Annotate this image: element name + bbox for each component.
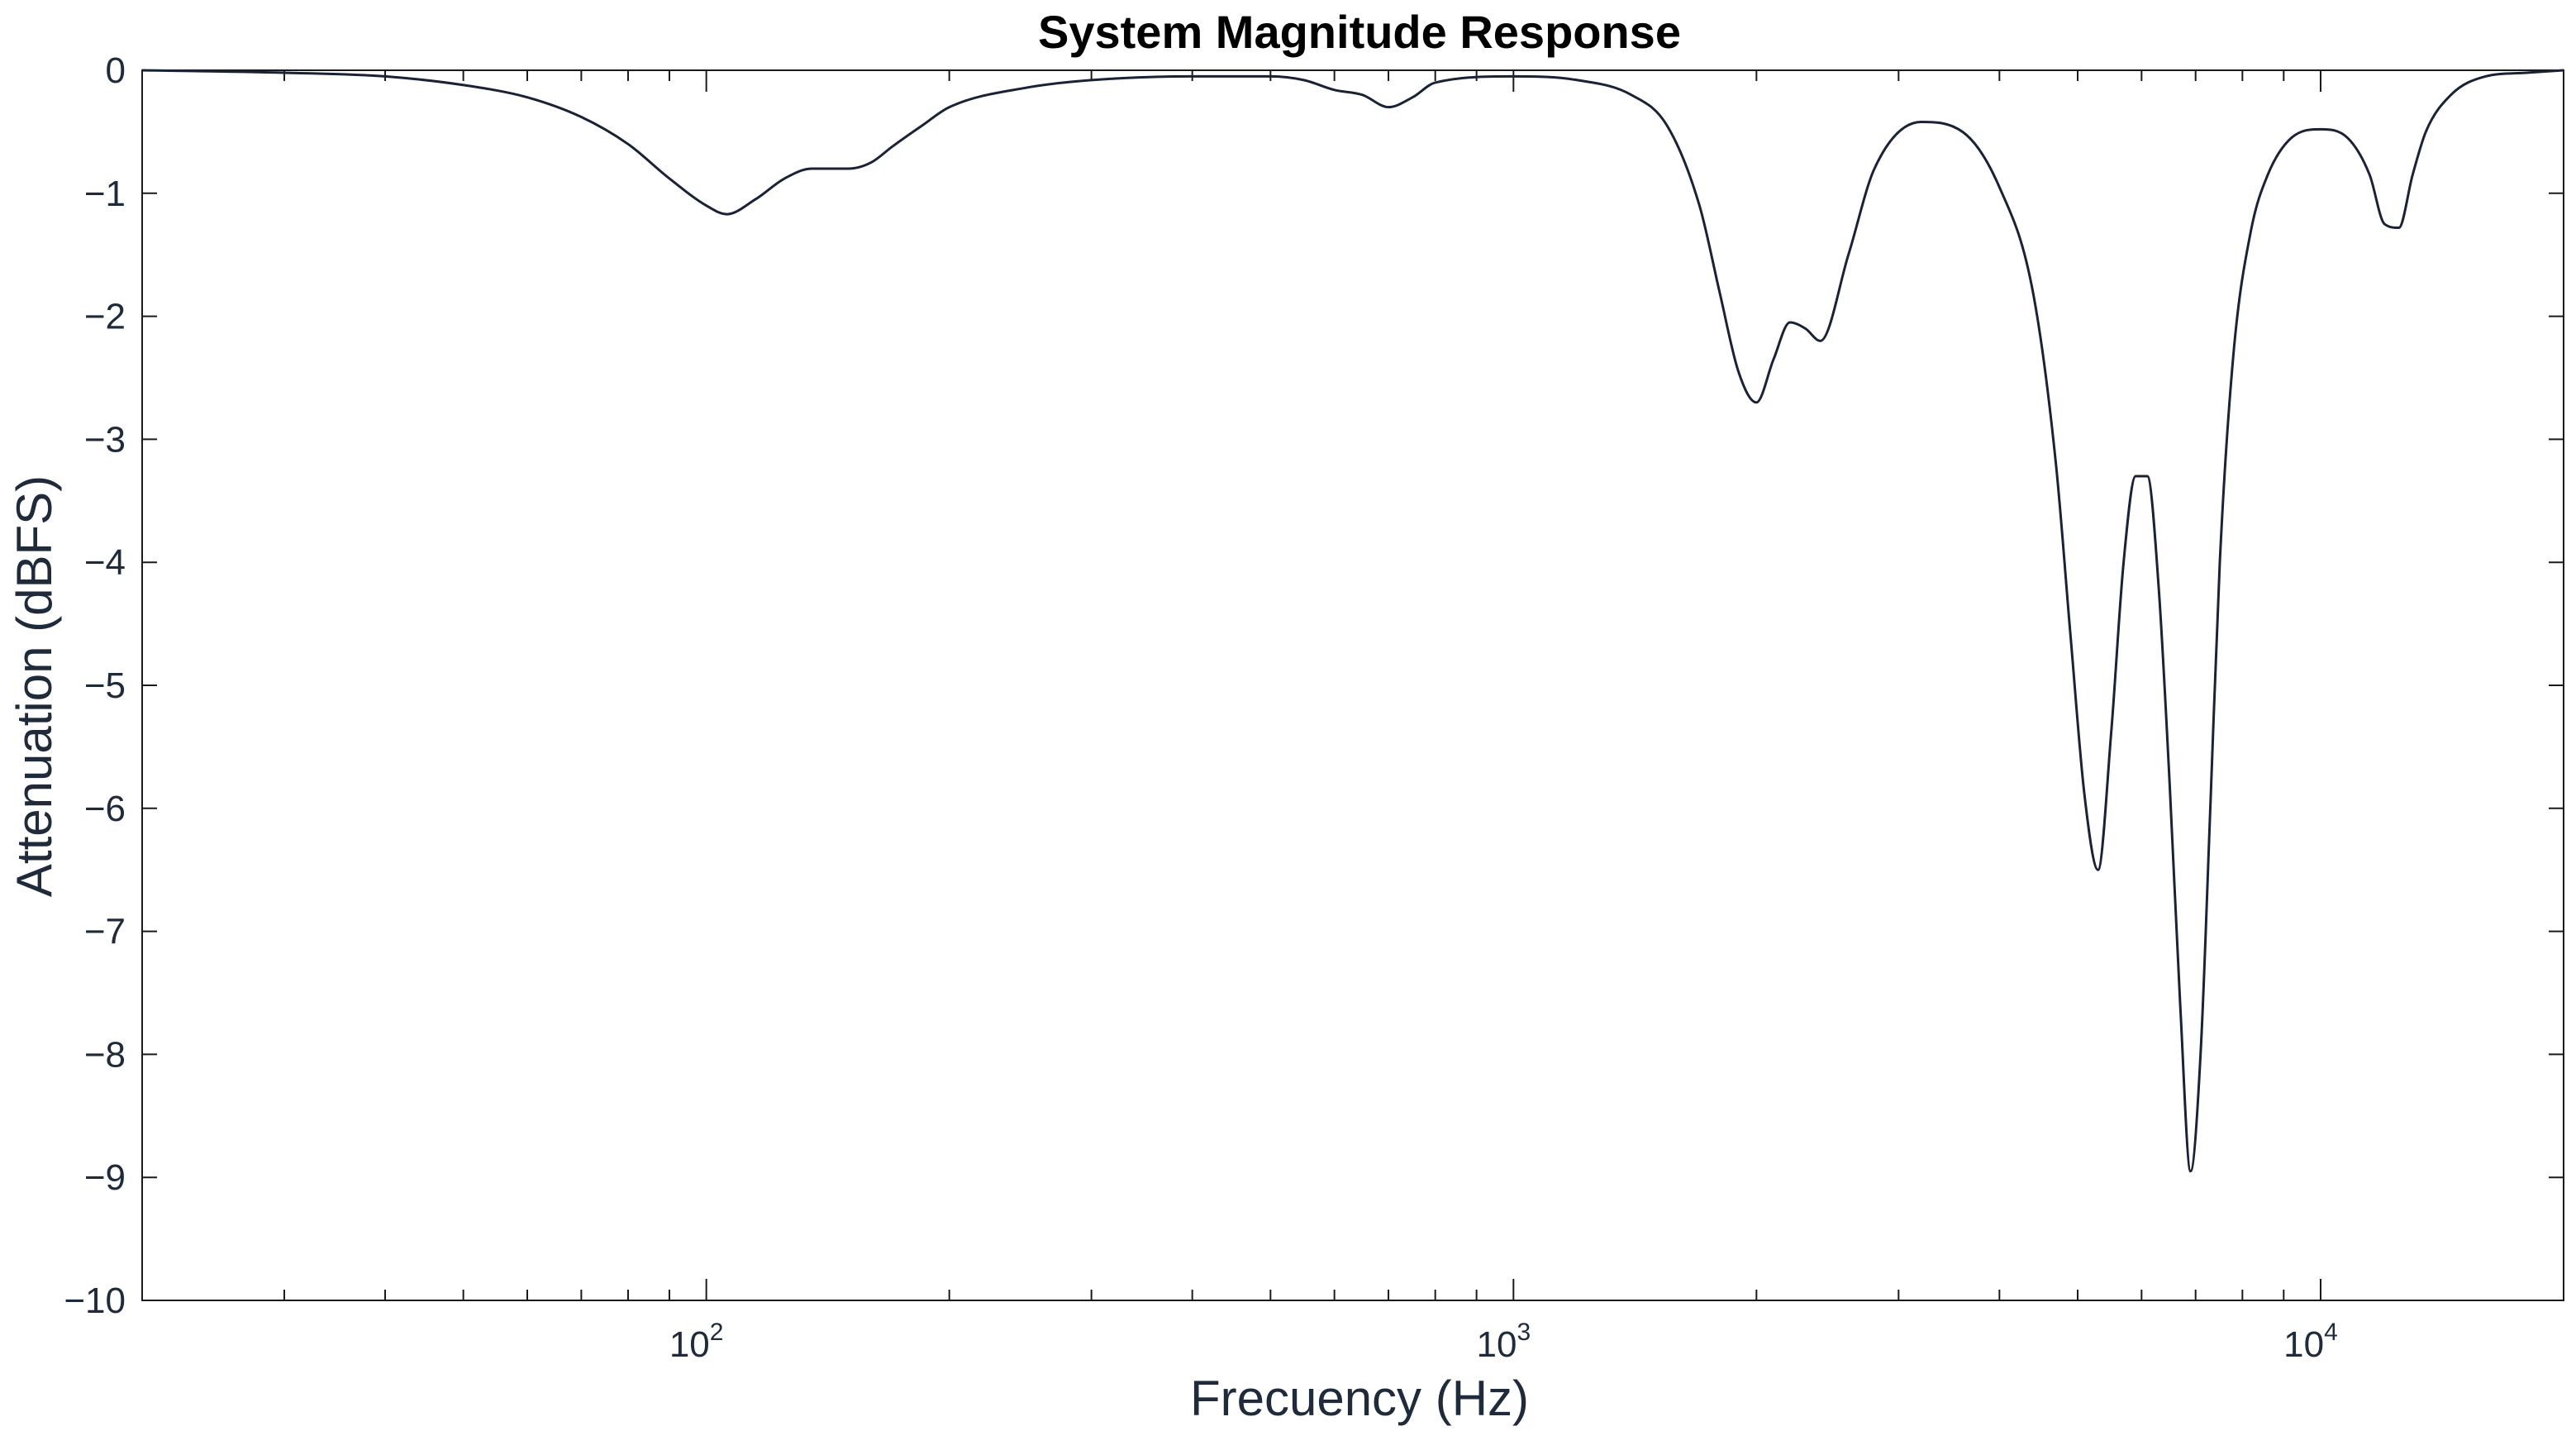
y-tick-label: −7: [84, 912, 126, 952]
y-axis-label: Attenuation (dBFS): [7, 475, 62, 897]
x-axis-ticks: 102 103 104: [669, 70, 2338, 1365]
y-tick-label: −1: [84, 174, 126, 214]
y-tick-label: −2: [84, 297, 126, 337]
y-tick-label: 0: [106, 50, 126, 91]
x-tick-label: 102: [669, 1319, 724, 1365]
y-axis-ticks: 0 −1 −2 −3 −4 −5 −6 −7 −8 −9 −10: [64, 50, 2564, 1321]
y-tick-label: −9: [84, 1157, 126, 1198]
x-axis-label: Frecuency (Hz): [1190, 1371, 1529, 1426]
magnitude-response-line: [141, 69, 2564, 1173]
y-tick-label: −3: [84, 419, 126, 460]
y-tick-label: −4: [84, 542, 126, 583]
x-minor-ticks: [141, 70, 2564, 1300]
y-tick-label: −6: [84, 789, 126, 829]
x-tick-label: 104: [2283, 1319, 2338, 1365]
x-tick-label: 103: [1477, 1319, 1531, 1365]
y-tick-label: −5: [84, 665, 126, 706]
y-tick-label: −10: [64, 1281, 126, 1321]
plot-area: [141, 69, 2564, 1301]
y-tick-label: −8: [84, 1034, 126, 1075]
chart-title: System Magnitude Response: [1038, 6, 1681, 58]
